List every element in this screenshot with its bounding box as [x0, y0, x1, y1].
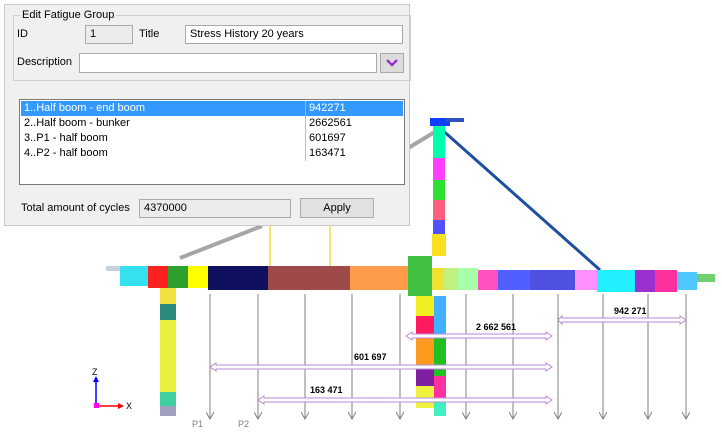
span-label-p2: 163 471	[310, 385, 343, 395]
description-label: Description	[17, 56, 73, 68]
edit-fatigue-group-panel: Edit Fatigue Group ID 1 Title Stress His…	[4, 4, 411, 226]
total-cycles-label: Total amount of cycles	[21, 202, 130, 214]
group-title: Edit Fatigue Group	[20, 9, 117, 21]
edit-fatigue-group-box: Edit Fatigue Group	[13, 9, 411, 81]
list-item[interactable]: 1..Half boom - end boom 942271	[21, 101, 403, 116]
span-label-end-boom: 942 271	[614, 306, 647, 316]
description-dropdown-button[interactable]	[380, 53, 404, 73]
list-item[interactable]: 4..P2 - half boom 163471	[21, 146, 403, 161]
support-lines	[269, 226, 331, 266]
list-item[interactable]: 3..P1 - half boom 601697	[21, 131, 403, 146]
span-label-p1: 601 697	[354, 352, 387, 362]
span-label-bunker: 2 662 561	[476, 322, 516, 332]
list-item[interactable]: 2..Half boom - bunker 2662561	[21, 116, 403, 131]
chevron-down-icon	[386, 59, 398, 67]
load-arrows	[210, 294, 686, 418]
description-field[interactable]	[79, 53, 377, 73]
boom-deck	[106, 256, 715, 296]
fatigue-cases-list[interactable]: 1..Half boom - end boom 942271 2..Half b…	[19, 99, 405, 185]
title-label: Title	[139, 28, 160, 40]
svg-text:Z: Z	[92, 367, 98, 377]
callout-leader	[179, 128, 440, 260]
svg-text:X: X	[126, 401, 132, 411]
axis-triad-icon: Z X	[92, 367, 132, 411]
span-arrows	[209, 314, 687, 405]
point-label-p2: P2	[238, 419, 249, 429]
left-leg	[160, 288, 176, 416]
boom-cable	[439, 126, 601, 272]
total-cycles-field[interactable]: 4370000	[139, 199, 291, 218]
point-label-p1: P1	[192, 419, 203, 429]
title-field[interactable]: Stress History 20 years	[185, 25, 403, 44]
id-field[interactable]: 1	[85, 25, 133, 44]
id-label: ID	[17, 28, 28, 40]
apply-button[interactable]: Apply	[300, 198, 374, 218]
